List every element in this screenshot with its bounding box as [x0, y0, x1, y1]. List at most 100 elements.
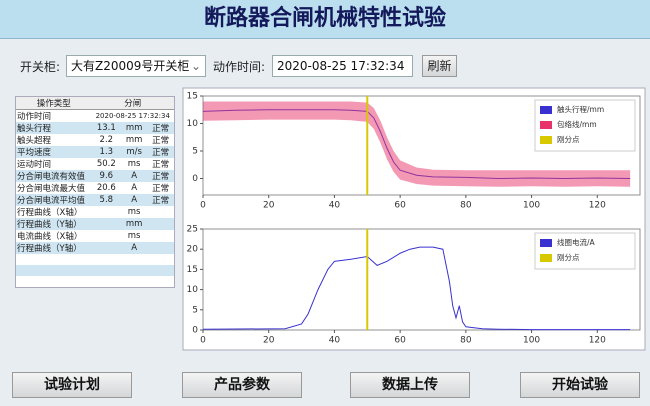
x-tick-label: 120 — [589, 201, 606, 211]
x-tick-label: 100 — [523, 201, 540, 211]
table-cell: mm — [121, 218, 148, 230]
legend-label: 刚分点 — [557, 253, 580, 262]
refresh-button[interactable]: 刷新 — [422, 55, 457, 77]
table-cell: 分合闸电流平均值 — [16, 194, 92, 206]
table-cell-empty — [147, 218, 174, 230]
table-row-empty — [16, 276, 174, 287]
legend-label: 刚分点 — [557, 135, 580, 144]
table-row: 运动时间 50.2 ms 正常 — [16, 158, 174, 170]
y-tick-label: 0 — [192, 326, 198, 336]
table-row: 行程曲线（Y轴） A — [16, 242, 174, 254]
table-cell: A — [121, 242, 148, 254]
table-cell: 正常 — [147, 122, 174, 134]
table-cell: 50.2 — [91, 158, 122, 170]
table-cell-empty — [16, 276, 174, 287]
window-title: 断路器合闸机械特性试验 — [0, 0, 650, 39]
x-tick-label: 60 — [394, 201, 406, 211]
table-row: 平均速度 1.3 m/s 正常 — [16, 146, 174, 158]
legend-swatch — [540, 106, 552, 114]
legend-swatch — [540, 121, 552, 129]
x-tick-label: 80 — [460, 336, 472, 346]
x-tick-label: 20 — [263, 201, 275, 211]
table-row: 动作时间 2020-08-25 17:32:34 — [16, 109, 174, 122]
action-button[interactable]: 数据上传 — [350, 372, 470, 398]
table-cell: 触头超程 — [16, 134, 92, 146]
table-cell: 分合闸电流最大值 — [16, 182, 92, 194]
table-header-row: 操作类型 分闸 — [16, 97, 174, 110]
plot-frame — [202, 228, 641, 331]
table-cell: 电流曲线（X轴） — [16, 230, 92, 242]
table-cell: 2020-08-25 17:32:34 — [91, 109, 174, 122]
x-tick-label: 120 — [589, 336, 606, 346]
result-table: 操作类型 分闸 动作时间 2020-08-25 17:32:34 触头行程 13.1 mm 正… — [15, 96, 175, 288]
table-cell: 正常 — [147, 134, 174, 146]
table-row: 分合闸电流有效值 9.6 A 正常 — [16, 170, 174, 182]
table-cell: m/s — [121, 146, 148, 158]
table-cell: 动作时间 — [16, 109, 92, 122]
table-row: 触头行程 13.1 mm 正常 — [16, 122, 174, 134]
table-cell: A — [121, 182, 148, 194]
table-cell: 正常 — [147, 194, 174, 206]
table-cell: 9.6 — [91, 170, 122, 182]
cabinet-label: 开关柜: — [20, 60, 61, 74]
cabinet-value: 大有Z20009号开关柜 — [71, 59, 190, 73]
table-cell-empty — [16, 254, 174, 265]
table-cell: 行程曲线（Y轴） — [16, 218, 92, 230]
table-cell: ms — [121, 158, 148, 170]
y-tick-label: 10 — [187, 119, 199, 129]
x-tick-label: 80 — [460, 201, 472, 211]
action-button[interactable]: 开始试验 — [520, 372, 640, 398]
action-button[interactable]: 产品参数 — [182, 372, 302, 398]
table-cell: 正常 — [147, 182, 174, 194]
x-tick-label: 0 — [200, 201, 206, 211]
y-tick-label: 15 — [187, 265, 198, 275]
table-cell-empty — [147, 206, 174, 218]
table: 操作类型 分闸 动作时间 2020-08-25 17:32:34 触头行程 13.1 mm 正… — [16, 97, 174, 287]
table-row-empty — [16, 254, 174, 265]
table-row: 行程曲线（X轴） ms — [16, 206, 174, 218]
table-cell: 平均速度 — [16, 146, 92, 158]
legend-label: 线圈电流/A — [557, 237, 596, 247]
y-tick-label: 5 — [192, 147, 198, 157]
table-row: 行程曲线（Y轴） mm — [16, 218, 174, 230]
header-cell: 操作类型 — [16, 97, 92, 110]
table-cell — [91, 230, 122, 242]
table-row: 分合闸电流平均值 5.8 A 正常 — [16, 194, 174, 206]
table-cell: mm — [121, 122, 148, 134]
table-cell-empty — [16, 265, 174, 276]
x-tick-label: 40 — [329, 201, 341, 211]
data-line — [202, 246, 631, 331]
y-tick-label: 20 — [187, 245, 199, 255]
table-cell-empty — [147, 242, 174, 254]
action-button[interactable]: 试验计划 — [12, 372, 132, 398]
table-row: 分合闸电流最大值 20.6 A 正常 — [16, 182, 174, 194]
table-cell: A — [121, 170, 148, 182]
table-cell: A — [121, 194, 148, 206]
table-cell: 运动时间 — [16, 158, 92, 170]
table-cell: 分合闸电流有效值 — [16, 170, 92, 182]
table-cell: 2.2 — [91, 134, 122, 146]
table-cell: 13.1 — [91, 122, 122, 134]
time-input[interactable]: 2020-08-25 17:32:34 — [272, 55, 413, 77]
cabinet-select[interactable]: 大有Z20009号开关柜 ⌄ — [66, 55, 206, 77]
legend-swatch — [540, 239, 552, 247]
table-cell — [91, 206, 122, 218]
y-tick-label: 15 — [187, 92, 198, 102]
table-cell: 1.3 — [91, 146, 122, 158]
table-cell: 正常 — [147, 170, 174, 182]
x-tick-label: 100 — [523, 336, 540, 346]
table-cell — [91, 242, 122, 254]
x-tick-label: 20 — [263, 336, 275, 346]
dropdown-arrow: ⌄ — [190, 59, 201, 73]
legend-label: 包络线/mm — [557, 119, 597, 129]
legend-swatch — [540, 136, 552, 144]
legend-label: 触头行程/mm — [557, 104, 604, 114]
x-tick-label: 40 — [329, 336, 341, 346]
table-cell — [91, 218, 122, 230]
plot-frame — [202, 95, 641, 196]
table-cell: 20.6 — [91, 182, 122, 194]
table-cell: 正常 — [147, 158, 174, 170]
table-cell: 正常 — [147, 146, 174, 158]
